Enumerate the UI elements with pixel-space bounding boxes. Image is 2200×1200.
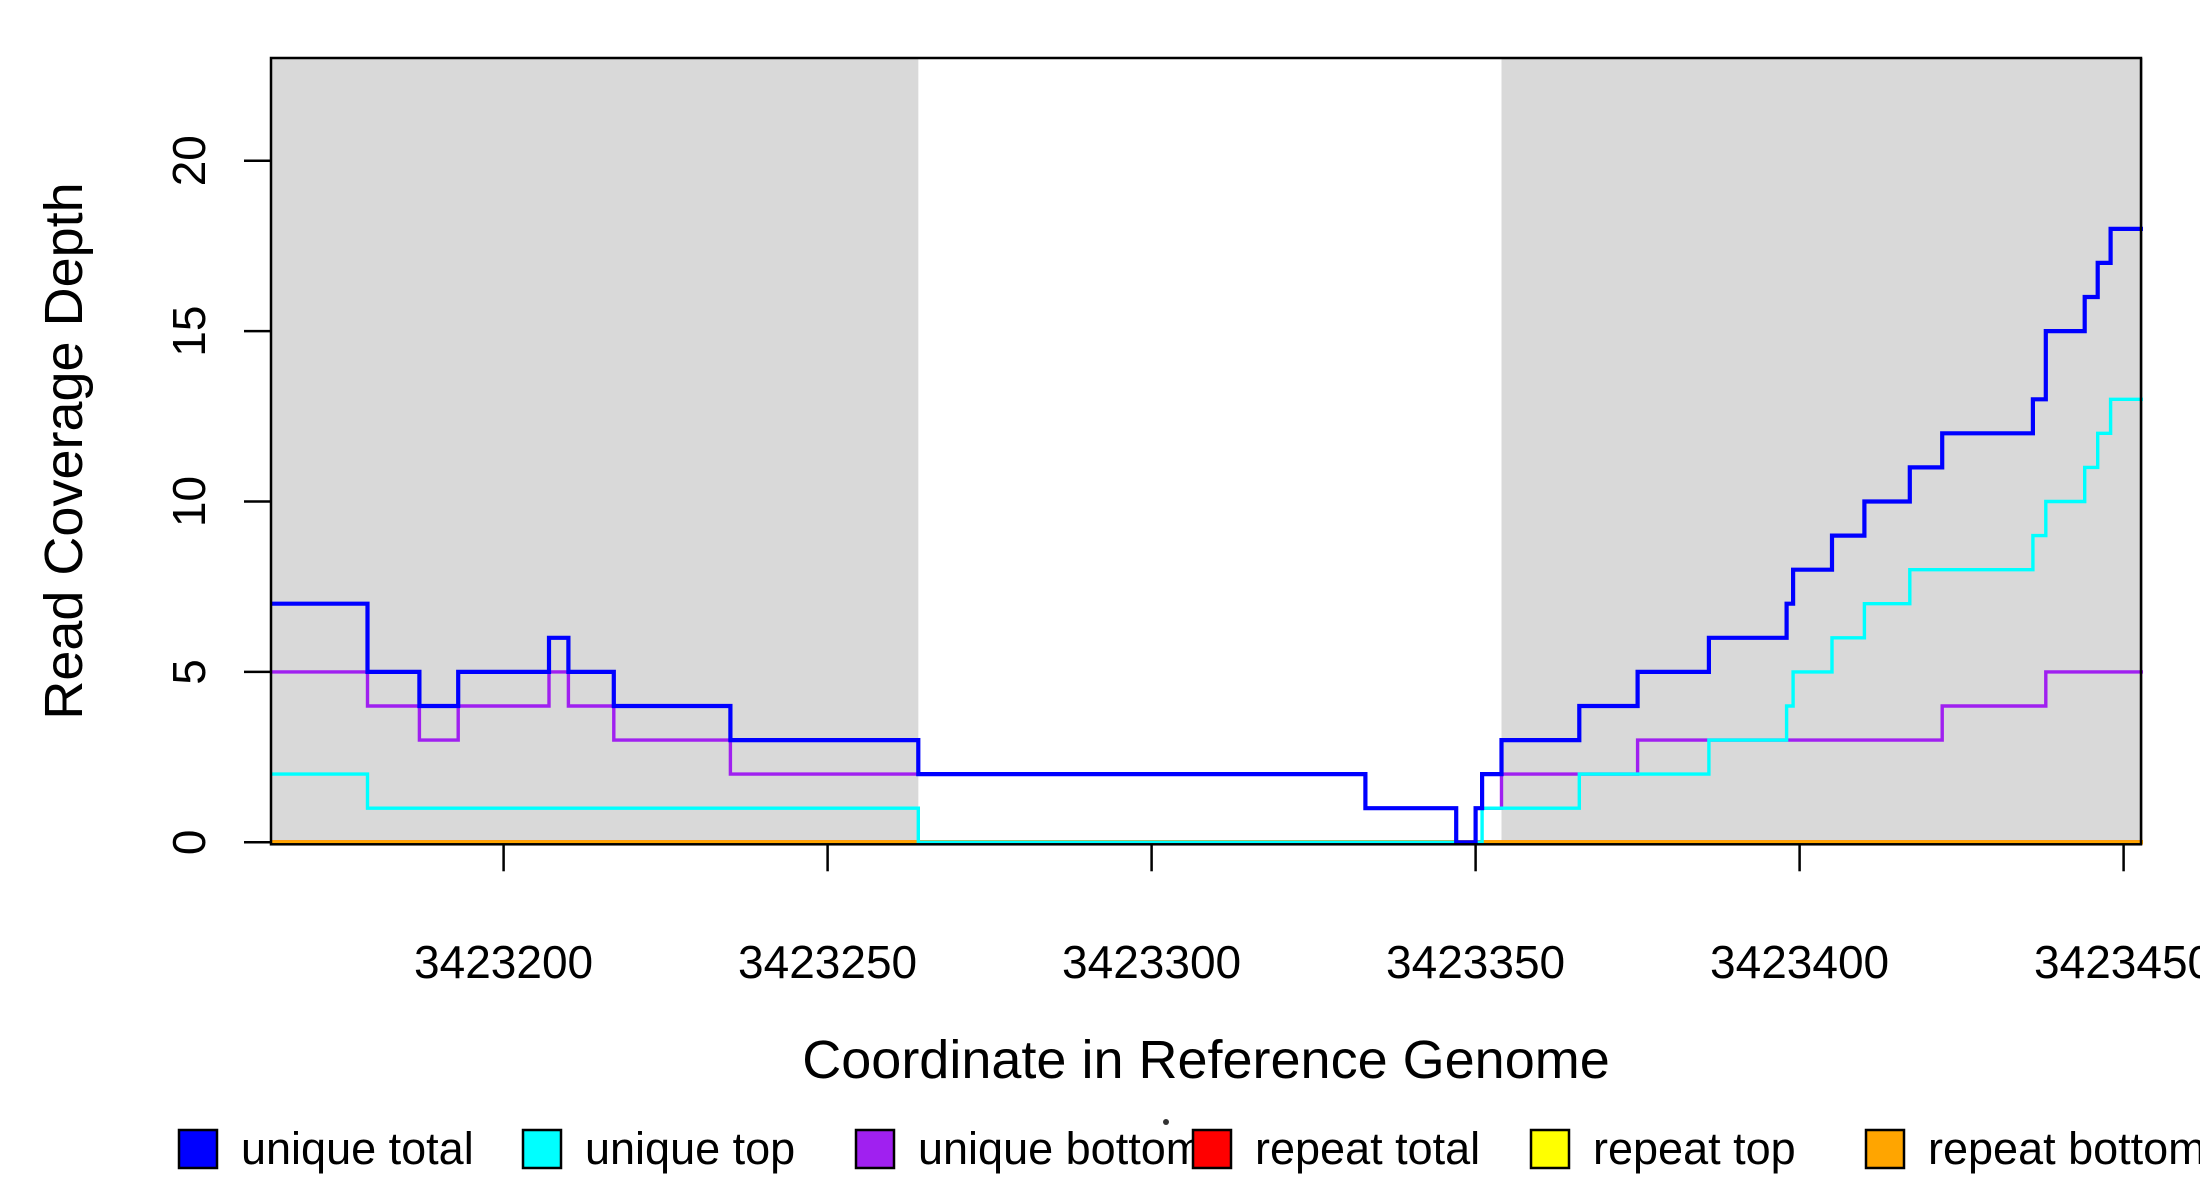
stray-dot [1163, 1119, 1169, 1125]
x-tick-label-3423350: 3423350 [1386, 936, 1565, 988]
y-tick-label-20: 20 [163, 135, 215, 186]
x-tick-label-3423250: 3423250 [738, 936, 917, 988]
y-axis-title: Read Coverage Depth [34, 182, 94, 719]
y-tick-label-15: 15 [163, 306, 215, 357]
legend-label-unique-total: unique total [241, 1123, 474, 1174]
y-tick-label-0: 0 [163, 830, 215, 856]
legend-label-repeat-total: repeat total [1255, 1123, 1480, 1174]
x-tick-label-3423450: 3423450 [2034, 936, 2200, 988]
legend-swatch-unique-total [177, 1128, 219, 1170]
plot-border [269, 56, 2143, 846]
y-tick-label-10: 10 [163, 476, 215, 527]
left-gray-band [270, 58, 919, 845]
series-line-unique-top [270, 397, 2143, 844]
legend-label-repeat-bottom: repeat bottom [1928, 1123, 2200, 1174]
legend-swatch-unique-bottom [854, 1128, 896, 1170]
legend: unique total unique top unique bottom repea… [177, 1123, 2200, 1174]
series-lines [270, 226, 2143, 845]
legend-swatch-repeat-bottom [1864, 1128, 1906, 1170]
x-tick-label-3423400: 3423400 [1710, 936, 1889, 988]
x-tick-label-3423200: 3423200 [414, 936, 593, 988]
x-axis: 3423200 3423250 3423300 3423350 3423400 34234… [414, 844, 2200, 988]
y-tick-label-5: 5 [163, 659, 215, 685]
legend-swatch-repeat-total [1191, 1128, 1233, 1170]
legend-label-unique-top: unique top [585, 1123, 795, 1174]
y-axis: 0 5 10 15 20 [163, 135, 271, 855]
legend-swatch-unique-top [521, 1128, 563, 1170]
series-line-unique-total [270, 226, 2143, 845]
x-axis-title: Coordinate in Reference Genome [802, 1030, 1609, 1090]
legend-label-unique-bottom: unique bottom [918, 1123, 1203, 1174]
legend-swatch-repeat-top [1529, 1128, 1571, 1170]
x-tick-label-3423300: 3423300 [1062, 936, 1241, 988]
legend-label-repeat-top: repeat top [1593, 1123, 1796, 1174]
shaded-regions [270, 58, 2144, 845]
right-gray-band [1501, 58, 2144, 845]
